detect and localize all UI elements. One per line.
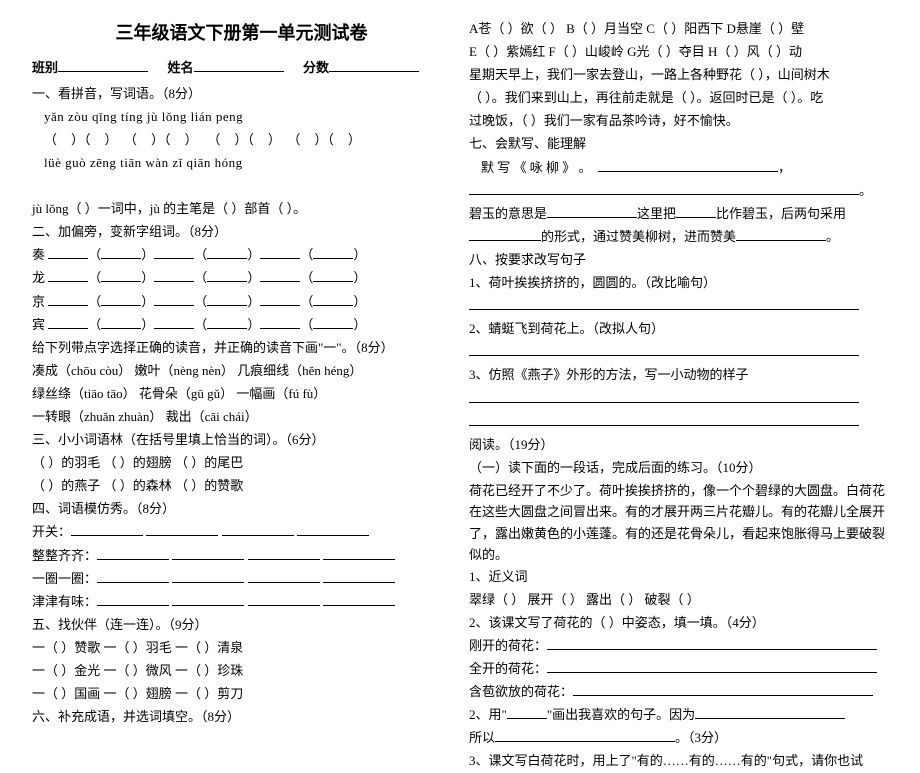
q3: 3、课文写白荷花时，用上了"有的……有的……有的"句式，请你也试: [469, 750, 888, 772]
s2-r4: 宾 （）（）（）: [32, 314, 451, 336]
s1-pinyin-row1: yǎn zòu qīng tíng jù lǒng lián peng: [32, 106, 451, 128]
title: 三年级语文下册第一单元测试卷: [32, 18, 451, 49]
s3-l1: 凑成（chōu còu） 嫩叶（nèng nèn） 几痕细线（hěn héng）: [32, 360, 451, 382]
s9-a: 1、荷叶挨挨挤挤的，圆圆的。（改比喻句）: [469, 272, 888, 294]
s6-l2: 一（ ）金光 一（ ）微风 一（ ）珍珠: [32, 660, 451, 682]
s4-l2: （ ）的燕子 （ ）的森林 （ ）的赞歌: [32, 475, 451, 497]
left-column: 三年级语文下册第一单元测试卷 班别 姓名 分数 一、看拼音，写词语。（8分） y…: [32, 18, 451, 773]
s7-heading: 六、补充成语，并选词填空。（8分）: [32, 706, 451, 728]
s1-line3: jù lǒng（ ）一词中，jù 的主笔是（ ）部首（ ）。: [32, 198, 451, 220]
q1a: 翠绿（ ） 展开（ ） 露出（ ） 破裂（ ）: [469, 589, 888, 611]
s6-heading: 五、找伙伴（连一连）。（9分）: [32, 614, 451, 636]
r-l2: E（ ）紫嫣红 F（ ）山峻岭 G光（ ）夺目 H（ ）风（ ）动: [469, 41, 888, 63]
right-column: A苍（ ）欲（ ） B（ ）月当空 C（ ）阳西下 D悬崖（ ）壁 E（ ）紫嫣…: [469, 18, 888, 773]
s2-r1: 奏 （）（）（）: [32, 244, 451, 266]
student-info-line: 班别 姓名 分数: [32, 57, 451, 79]
s9-c-blank1: [469, 388, 888, 410]
s8-b: 碧玉的意思是这里把比作碧玉，后两句采用: [469, 203, 888, 225]
q2: 2、该课文写了荷花的（ ）中姿态，填一填。（4分）: [469, 612, 888, 634]
s2-r2: 龙 （）（）（）: [32, 267, 451, 289]
s8-a: 默 写 《 咏 柳 》 。 ，: [469, 157, 888, 179]
s1-heading: 一、看拼音，写词语。（8分）: [32, 83, 451, 105]
s8-e: 的形式，通过赞美柳树，进而赞美。: [469, 226, 888, 248]
xingming-label: 姓名: [168, 60, 194, 75]
s9-a-blank: [469, 295, 888, 317]
read-a: （一）读下面的一段话，完成后面的练习。（10分）: [469, 457, 888, 479]
s1-pinyin-row2: lüè guò zēng tiān wàn zǐ qiān hóng: [32, 152, 451, 174]
s8-heading: 七、会默写、能理解: [469, 133, 888, 155]
s6-l1: 一（ ）赞歌 一（ ）羽毛 一（ ）清泉: [32, 637, 451, 659]
s2-heading: 二、加偏旁，变新字组词。（8分）: [32, 221, 451, 243]
s9-c-blank2: [469, 411, 888, 433]
s8-blank: 。: [469, 180, 888, 202]
read-heading: 阅读。（19分）: [469, 434, 888, 456]
s2-r3: 京 （）（）（）: [32, 291, 451, 313]
s6-l3: 一（ ）国画 一（ ）翅膀 一（ ）剪刀: [32, 683, 451, 705]
s5-heading: 四、词语模仿秀。（8分）: [32, 498, 451, 520]
s9-b-blank: [469, 341, 888, 363]
q1: 1、近义词: [469, 566, 888, 588]
fenshu-label: 分数: [303, 60, 329, 75]
banbie-label: 班别: [32, 60, 58, 75]
s5-c: 一圈一圈：: [32, 568, 451, 590]
s9-heading: 八、按要求改写句子: [469, 249, 888, 271]
s9-c: 3、仿照《燕子》外形的方法，写一小动物的样子: [469, 364, 888, 386]
q2b: 全开的荷花：: [469, 658, 888, 680]
q2f: 所以。（3分）: [469, 727, 888, 749]
q2d: 2、用""画出我喜欢的句子。因为: [469, 704, 888, 726]
r-l3: 星期天早上，我们一家去登山，一路上各种野花（ ），山间树木: [469, 64, 888, 86]
r-l4: （ ）。我们来到山上，再往前走就是（ ）。返回时已是（ ）。吃: [469, 87, 888, 109]
s5-b: 整整齐齐：: [32, 545, 451, 567]
r-l5: 过晚饭，（ ）我们一家有品茶吟诗，好不愉快。: [469, 110, 888, 132]
q2c: 含苞欲放的荷花：: [469, 681, 888, 703]
s3-l2: 绿丝绦（tiāo tāo） 花骨朵（gū gǔ） 一幅画（fú fù）: [32, 383, 451, 405]
s5-a: 开关：: [32, 521, 451, 543]
s3-l3: 一转眼（zhuǎn zhuàn） 裁出（cāi chái）: [32, 406, 451, 428]
s4-heading: 三、小小词语林（在括号里填上恰当的词）。（6分）: [32, 429, 451, 451]
s3-heading: 给下列带点字选择正确的读音，并正确的读音下画"一"。（8分）: [32, 337, 451, 359]
r-l1: A苍（ ）欲（ ） B（ ）月当空 C（ ）阳西下 D悬崖（ ）壁: [469, 18, 888, 40]
s1-blank-row1: （）（） （）（） （）（） （）（）: [32, 129, 451, 151]
q2a: 刚开的荷花：: [469, 635, 888, 657]
s4-l1: （ ）的羽毛 （ ）的翅膀 （ ）的尾巴: [32, 452, 451, 474]
s9-b: 2、蜻蜓飞到荷花上。（改拟人句）: [469, 318, 888, 340]
s1-blank-row2: [32, 175, 451, 197]
read-p1: 荷花已经开了不少了。荷叶挨挨挤挤的，像一个个碧绿的大圆盘。白荷花在这些大圆盘之间…: [469, 480, 888, 566]
s5-d: 津津有味：: [32, 591, 451, 613]
